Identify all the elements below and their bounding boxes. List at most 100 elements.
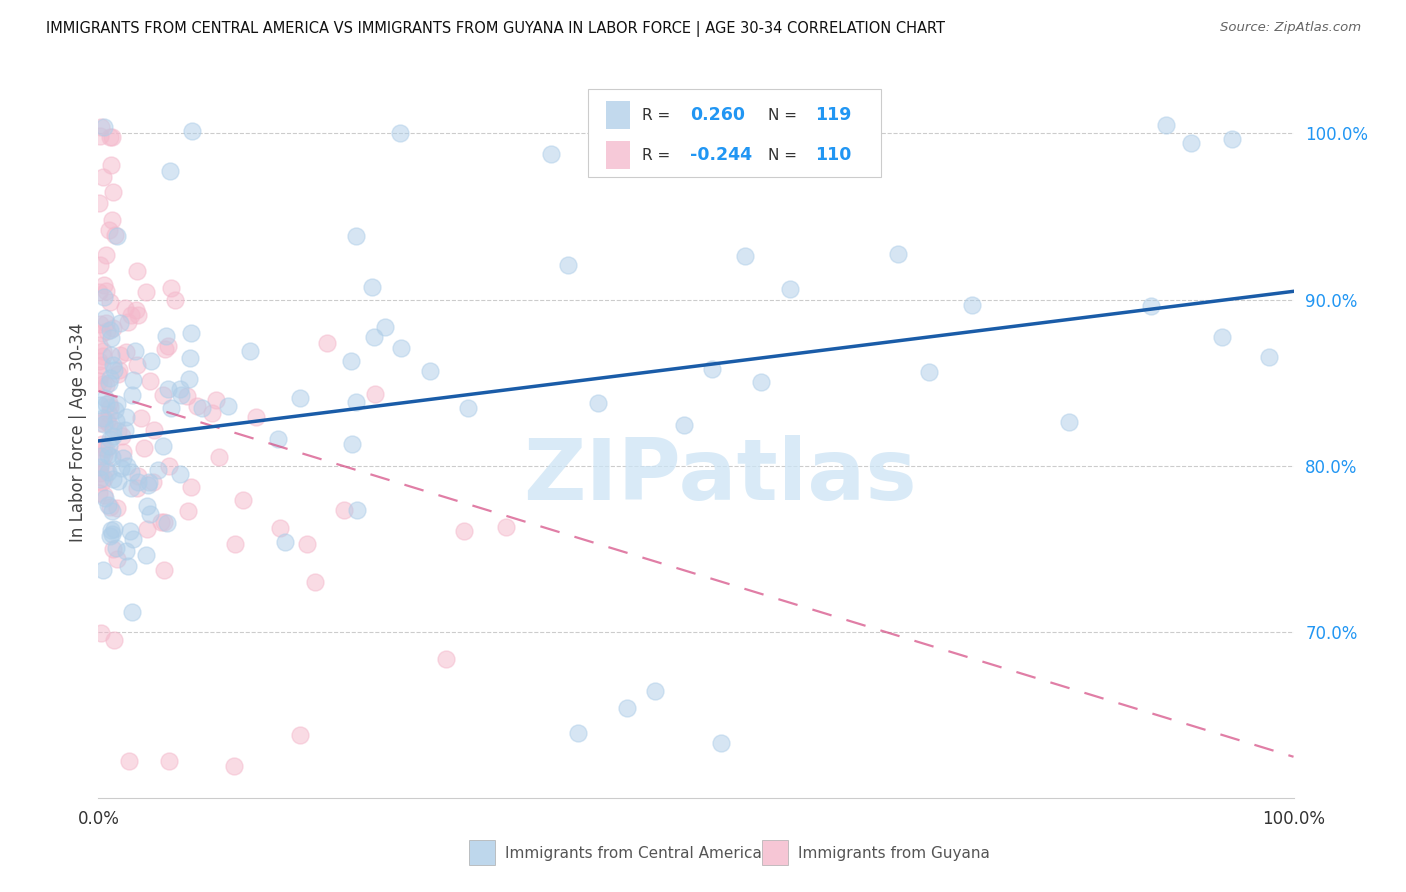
Point (98, 400, 121, 414)
Point (87, 374, 110, 388)
Point (495, 520, 517, 534)
Point (156, 516, 179, 530)
Point (114, 301, 136, 315)
Point (434, 652, 457, 666)
Point (100, 331, 122, 345)
Point (96, 378, 118, 392)
Point (156, 339, 179, 353)
Point (90, 358, 112, 372)
Point (169, 382, 191, 396)
Point (734, 249, 756, 263)
Point (160, 281, 183, 295)
Point (93, 278, 115, 293)
Point (887, 247, 910, 261)
Text: Immigrants from Guyana: Immigrants from Guyana (797, 846, 990, 861)
Point (103, 542, 125, 557)
Point (204, 393, 226, 408)
Point (153, 342, 176, 356)
Point (105, 541, 128, 556)
Point (105, 228, 128, 243)
Point (100, 347, 122, 361)
Point (224, 537, 246, 551)
Point (138, 374, 160, 388)
Point (159, 164, 181, 178)
Point (97, 448, 120, 462)
Point (389, 341, 412, 355)
Point (297, 537, 319, 551)
Y-axis label: In Labor Force | Age 30-34: In Labor Force | Age 30-34 (69, 323, 87, 542)
Point (180, 124, 202, 138)
Point (96, 248, 118, 262)
Point (340, 437, 363, 451)
Point (89, 317, 111, 331)
Point (101, 422, 124, 436)
Point (104, 403, 127, 417)
Point (107, 367, 129, 381)
Point (1140, 300, 1163, 314)
Bar (606, 101, 630, 129)
Point (389, 126, 412, 140)
Point (169, 387, 191, 401)
Point (91, 349, 114, 363)
Point (117, 458, 139, 473)
Point (644, 684, 666, 698)
Point (93, 290, 115, 304)
Point (143, 423, 166, 437)
Point (89, 416, 111, 430)
Point (152, 563, 174, 577)
Point (1154, 118, 1177, 132)
Point (918, 365, 941, 379)
Point (100, 524, 122, 538)
Point (90, 475, 112, 490)
Point (115, 409, 138, 424)
Point (101, 504, 124, 518)
Point (108, 348, 131, 362)
Point (89, 258, 111, 272)
Point (141, 354, 163, 368)
Point (138, 475, 160, 489)
Point (340, 354, 363, 368)
Point (89, 472, 111, 486)
Point (94, 311, 117, 326)
Point (453, 524, 475, 538)
Point (89, 466, 111, 480)
Point (269, 521, 291, 535)
Point (87, 486, 110, 500)
Point (91, 344, 114, 359)
Point (107, 474, 129, 488)
Point (115, 345, 138, 359)
Point (111, 450, 134, 465)
Point (186, 399, 208, 413)
Point (103, 523, 125, 537)
Point (90, 437, 112, 451)
Point (87, 338, 110, 352)
Point (344, 228, 367, 243)
Point (97, 223, 120, 237)
Point (169, 467, 191, 482)
Point (111, 428, 134, 442)
Point (96, 284, 118, 298)
Point (274, 535, 297, 549)
Point (93, 411, 115, 425)
Point (125, 358, 148, 372)
Point (89, 459, 111, 474)
Point (457, 401, 479, 415)
Point (1211, 330, 1233, 344)
Text: 110: 110 (815, 146, 852, 164)
FancyBboxPatch shape (589, 89, 882, 177)
Point (135, 285, 157, 299)
Point (117, 559, 139, 574)
Point (97, 376, 120, 390)
Point (90, 457, 112, 471)
Text: Immigrants from Central America: Immigrants from Central America (505, 846, 762, 861)
Point (104, 414, 127, 428)
Text: ZIPatlas: ZIPatlas (523, 435, 917, 518)
Point (96, 413, 118, 427)
Point (132, 441, 155, 455)
Point (1180, 136, 1202, 150)
Point (93, 442, 115, 456)
Point (100, 158, 122, 172)
Point (239, 343, 262, 358)
Point (93, 448, 115, 462)
Point (97, 498, 120, 512)
